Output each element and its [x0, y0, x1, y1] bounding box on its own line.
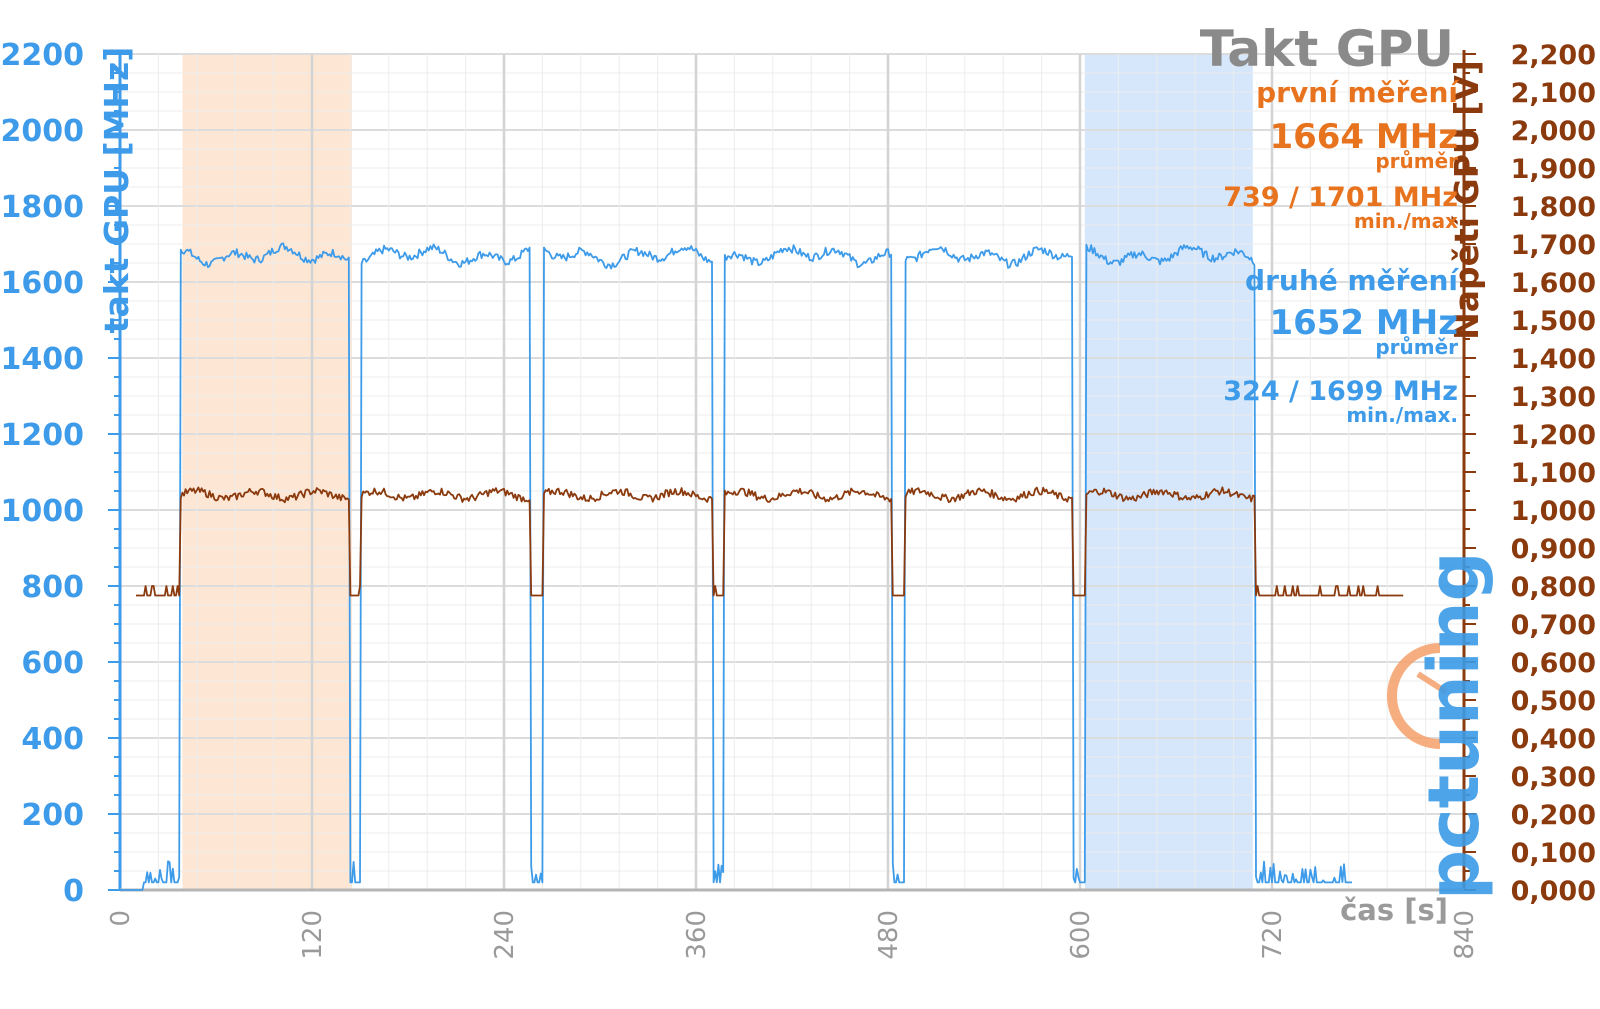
- x-tick-label: 720: [1258, 910, 1288, 960]
- y-axis-left-label: takt GPU [MHz]: [97, 47, 136, 334]
- y-right-tick-label: 0,200: [1511, 800, 1596, 831]
- second-measure-avg: 1652 MHz: [1269, 303, 1458, 343]
- second-measure-avg-label: průměr: [1375, 335, 1458, 359]
- x-tick-label: 600: [1066, 910, 1096, 960]
- y-right-tick-label: 1,600: [1511, 268, 1596, 299]
- y-right-tick-label: 1,500: [1511, 306, 1596, 337]
- y-right-tick-label: 2,100: [1511, 78, 1596, 109]
- y-left-tick-label: 2000: [1, 114, 85, 149]
- x-tick-label: 240: [490, 910, 520, 960]
- y-right-tick-label: 1,800: [1511, 192, 1596, 223]
- y-right-tick-label: 0,900: [1511, 534, 1596, 565]
- y-left-tick-label: 600: [21, 646, 84, 681]
- y-right-tick-label: 2,200: [1511, 40, 1596, 71]
- y-right-tick-label: 0,600: [1511, 648, 1596, 679]
- second-measure-heading: druhé měření: [1245, 264, 1459, 297]
- y-left-tick-label: 800: [21, 570, 84, 605]
- y-right-tick-label: 0,100: [1511, 838, 1596, 869]
- first-measure-heading: první měření: [1256, 76, 1459, 109]
- y-right-tick-label: 1,000: [1511, 496, 1596, 527]
- y-right-tick-label: 0,400: [1511, 724, 1596, 755]
- x-tick-label: 480: [874, 910, 904, 960]
- x-tick-label: 840: [1450, 910, 1480, 960]
- y-left-tick-label: 1200: [1, 418, 85, 453]
- logo-text: pctuning: [1413, 551, 1495, 900]
- y-right-tick-label: 2,000: [1511, 116, 1596, 147]
- pctuning-logo: pctuning: [1387, 551, 1495, 900]
- first-measure-minmax-label: min./max: [1354, 209, 1458, 233]
- y-right-tick-label: 1,700: [1511, 230, 1596, 261]
- y-right-tick-label: 1,900: [1511, 154, 1596, 185]
- first-measure-avg-label: průměr: [1375, 149, 1458, 173]
- y-left-tick-label: 2200: [1, 38, 85, 73]
- y-right-tick-label: 1,100: [1511, 458, 1596, 489]
- y-left-tick-label: 1800: [1, 190, 85, 225]
- y-left-tick-label: 1400: [1, 342, 85, 377]
- x-axis-label: čas [s]: [1340, 893, 1448, 927]
- y-axis-right-label: Napětí GPU [V]: [1447, 60, 1486, 340]
- y-left-tick-label: 1000: [1, 494, 85, 529]
- y-left-tick-label: 1600: [1, 266, 85, 301]
- y-left-tick-label: 200: [21, 798, 84, 833]
- second-measure-minmax-label: min./max.: [1346, 403, 1458, 427]
- y-right-tick-label: 0,700: [1511, 610, 1596, 641]
- x-tick-label: 360: [682, 910, 712, 960]
- y-right-tick-label: 1,400: [1511, 344, 1596, 375]
- first-measure-minmax: 739 / 1701 MHz: [1223, 182, 1458, 213]
- y-left-tick-label: 0: [63, 874, 84, 909]
- x-tick-label: 120: [298, 910, 328, 960]
- chart-title: Takt GPU: [1200, 20, 1454, 78]
- logo-needle: [1416, 671, 1448, 695]
- first-measure-avg: 1664 MHz: [1269, 117, 1458, 157]
- series-gpu-voltage: [136, 486, 1404, 597]
- y-right-tick-label: 0,300: [1511, 762, 1596, 793]
- series-gpu-clock: [120, 242, 1352, 891]
- y-right-tick-label: 1,300: [1511, 382, 1596, 413]
- y-right-tick-label: 1,200: [1511, 420, 1596, 451]
- y-right-tick-label: 0,000: [1511, 876, 1596, 907]
- y-left-tick-label: 400: [21, 722, 84, 757]
- y-right-tick-label: 0,800: [1511, 572, 1596, 603]
- second-measure-minmax: 324 / 1699 MHz: [1223, 376, 1458, 407]
- x-tick-label: 0: [106, 910, 136, 927]
- y-right-tick-label: 0,500: [1511, 686, 1596, 717]
- logo-gauge-icon: [1387, 643, 1441, 749]
